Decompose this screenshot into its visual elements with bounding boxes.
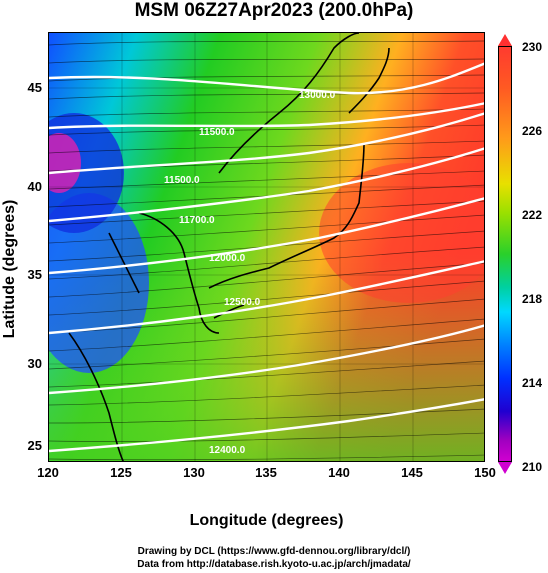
x-tick-label: 150 <box>474 465 496 480</box>
colorbar <box>498 46 512 462</box>
footer-credit-dcl: Drawing by DCL (https://www.gfd-dennou.o… <box>137 546 411 557</box>
colorbar-min-arrow <box>498 462 512 474</box>
y-axis-title: Latitude (degrees) <box>1 199 18 339</box>
contour-label: 12400.0 <box>209 445 246 456</box>
x-tick-label: 145 <box>401 465 423 480</box>
x-tick-label: 130 <box>183 465 205 480</box>
coast-honshu <box>208 142 365 289</box>
contour-label: 12000.0 <box>209 253 246 264</box>
coast-kyushu <box>213 304 245 319</box>
wind-streamlines <box>49 40 484 461</box>
contour-label: 13000.0 <box>299 90 336 101</box>
height-contours <box>49 62 484 453</box>
map-title: MSM 06Z27Apr2023 (200.0hPa) <box>134 0 414 21</box>
contour-label: 11700.0 <box>179 215 215 226</box>
colorbar-label: 222 <box>522 208 543 222</box>
y-tick-label: 40 <box>27 179 42 194</box>
y-tick-label: 45 <box>27 80 42 95</box>
coast-korea-china <box>138 212 220 334</box>
footer-credit-data: Data from http://database.rish.kyoto-u.a… <box>137 559 411 570</box>
colorbar-label: 226 <box>522 124 543 138</box>
contour-label: 11500.0 <box>199 127 235 138</box>
map-plot-area: 11500.0 12000.0 12500.0 13000.0 11500.0 … <box>48 32 485 462</box>
colorbar-max-arrow <box>498 34 512 46</box>
colorbar-label: 230 <box>522 40 543 54</box>
colorbar-label: 214 <box>522 376 543 390</box>
coast-china <box>108 232 140 294</box>
x-axis-title: Longitude (degrees) <box>189 512 344 529</box>
coast-china-south <box>68 332 124 461</box>
y-tick-label: 25 <box>27 438 42 453</box>
coldest-core <box>49 133 81 193</box>
x-tick-label: 120 <box>37 465 59 480</box>
coastlines <box>68 33 390 461</box>
colorbar-label: 210 <box>522 460 543 474</box>
x-tick-label: 140 <box>328 465 350 480</box>
x-tick-label: 135 <box>255 465 277 480</box>
coast-asia-north <box>218 33 360 174</box>
x-tick-label: 125 <box>110 465 132 480</box>
contour-label-group: 11500.0 12000.0 12500.0 13000.0 11500.0 … <box>164 90 336 456</box>
coast-hokkaido <box>348 47 390 114</box>
temperature-map: 11500.0 12000.0 12500.0 13000.0 11500.0 … <box>49 33 484 461</box>
y-tick-label: 30 <box>27 356 42 371</box>
contour-label: 11500.0 <box>164 175 200 186</box>
contour-label: 12500.0 <box>224 297 261 308</box>
y-tick-label: 35 <box>27 267 42 282</box>
colorbar-label: 218 <box>522 292 543 306</box>
